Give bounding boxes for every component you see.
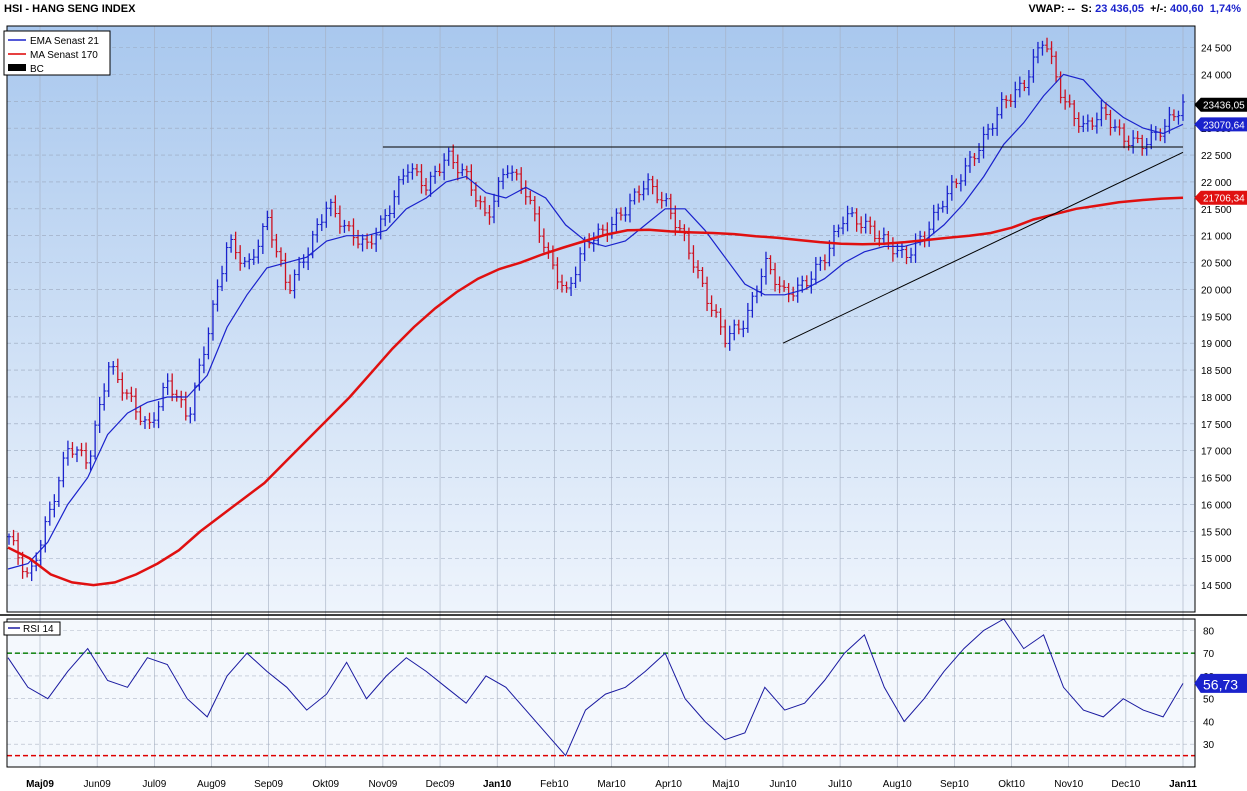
change-value: 400,60 [1170, 3, 1204, 15]
x-tick-label: Maj09 [26, 779, 54, 790]
vwap-label: VWAP: -- [1028, 3, 1075, 15]
x-tick-label: Jun10 [769, 779, 797, 790]
price-y-tick-label: 19 500 [1201, 312, 1232, 323]
price-y-tick-label: 22 000 [1201, 178, 1232, 189]
rsi-y-tick-label: 30 [1203, 740, 1215, 751]
ema-value-tag-shape [1194, 117, 1247, 132]
legend-bc-swatch [8, 64, 26, 71]
rsi-y-tick-label: 80 [1203, 626, 1215, 637]
rsi-value-tag: 56,73 [1194, 673, 1247, 693]
last-price-tag: 23436,05 [1194, 97, 1247, 112]
price-y-tick-label: 17 500 [1201, 420, 1232, 431]
x-tick-label: Aug09 [197, 779, 226, 790]
x-tick-label: Okt10 [998, 779, 1025, 790]
rsi-y-tick-label: 70 [1203, 649, 1215, 660]
x-tick-label: Jul09 [142, 779, 166, 790]
price-y-tick-label: 20 500 [1201, 259, 1232, 270]
x-tick-label: Nov09 [368, 779, 397, 790]
price-y-tick-label: 17 000 [1201, 447, 1232, 458]
x-tick-label: Feb10 [540, 779, 569, 790]
rsi-line [7, 618, 1184, 757]
price-y-tick-label: 19 000 [1201, 339, 1232, 350]
rsi-value-tag-text: 56,73 [1203, 676, 1238, 692]
price-y-tick-label: 18 500 [1201, 366, 1232, 377]
change-percent: 1,74% [1209, 3, 1241, 15]
last-price-tag-shape [1194, 97, 1247, 112]
price-y-tick-label: 24 500 [1201, 44, 1232, 55]
ema-line [7, 73, 1184, 570]
ema-value-tag: 23070,64 [1194, 117, 1247, 132]
price-y-tick-label: 21 500 [1201, 205, 1232, 216]
rsi-legend: RSI 14 [3, 621, 61, 636]
rsi-legend-label: RSI 14 [23, 624, 54, 635]
ma-value-tag-text: 21706,34 [1203, 194, 1245, 205]
rsi-y-tick-label: 50 [1203, 695, 1215, 706]
x-tick-label: Jan11 [1169, 779, 1197, 790]
price-y-tick-label: 18 000 [1201, 393, 1232, 404]
x-tick-label: Okt09 [312, 779, 339, 790]
ma-value-tag-shape [1194, 190, 1247, 205]
x-tick-label: Mar10 [597, 779, 626, 790]
ema-value-tag-text: 23070,64 [1203, 120, 1245, 131]
x-tick-label: Jan10 [483, 779, 512, 790]
price-y-tick-label: 21 000 [1201, 232, 1232, 243]
x-tick-label: Nov10 [1054, 779, 1083, 790]
last-value: 23 436,05 [1095, 3, 1145, 15]
x-tick-label: Dec09 [426, 779, 455, 790]
price-y-tick-label: 15 000 [1201, 554, 1232, 565]
x-tick-label: Dec10 [1111, 779, 1140, 790]
legend-bc-label: BC [30, 64, 44, 75]
last-price-tag-text: 23436,05 [1203, 101, 1245, 112]
price-y-tick-label: 20 000 [1201, 285, 1232, 296]
price-y-tick-label: 16 500 [1201, 474, 1232, 485]
x-tick-label: Jun09 [84, 779, 112, 790]
rsi-value-tag-shape [1194, 673, 1247, 693]
price-y-tick-label: 22 500 [1201, 151, 1232, 162]
chart-title: HSI - HANG SENG INDEX [4, 3, 136, 15]
x-tick-label: Jul10 [828, 779, 852, 790]
legend: EMA Senast 21 MA Senast 170 BC [3, 30, 111, 76]
x-tick-label: Apr10 [655, 779, 682, 790]
x-tick-label: Maj10 [712, 779, 740, 790]
price-y-tick-label: 24 000 [1201, 70, 1232, 81]
rsi-plot-area [7, 619, 1195, 767]
x-tick-label: Sep09 [254, 779, 283, 790]
ma-value-tag: 21706,34 [1194, 190, 1247, 205]
price-y-tick-label: 14 500 [1201, 581, 1232, 592]
trend-line [782, 151, 1184, 344]
x-tick-label: Aug10 [883, 779, 912, 790]
price-plot-area [7, 26, 1195, 612]
price-panel-frame [6, 25, 1196, 613]
change-label: +/-: [1150, 3, 1167, 15]
quote-summary: VWAP: -- S: 23 436,05 +/-: 400,60 1,74% [1028, 3, 1241, 15]
legend-ema-label: EMA Senast 21 [30, 36, 99, 47]
legend-ma-label: MA Senast 170 [30, 50, 98, 61]
ma-line [7, 196, 1184, 587]
price-y-tick-label: 15 500 [1201, 527, 1232, 538]
rsi-y-tick-label: 40 [1203, 717, 1215, 728]
last-label: S: [1081, 3, 1093, 15]
x-tick-label: Sep10 [940, 779, 969, 790]
price-y-tick-label: 16 000 [1201, 500, 1232, 511]
rsi-legend-box [3, 621, 61, 636]
rsi-panel-frame [6, 618, 1196, 768]
